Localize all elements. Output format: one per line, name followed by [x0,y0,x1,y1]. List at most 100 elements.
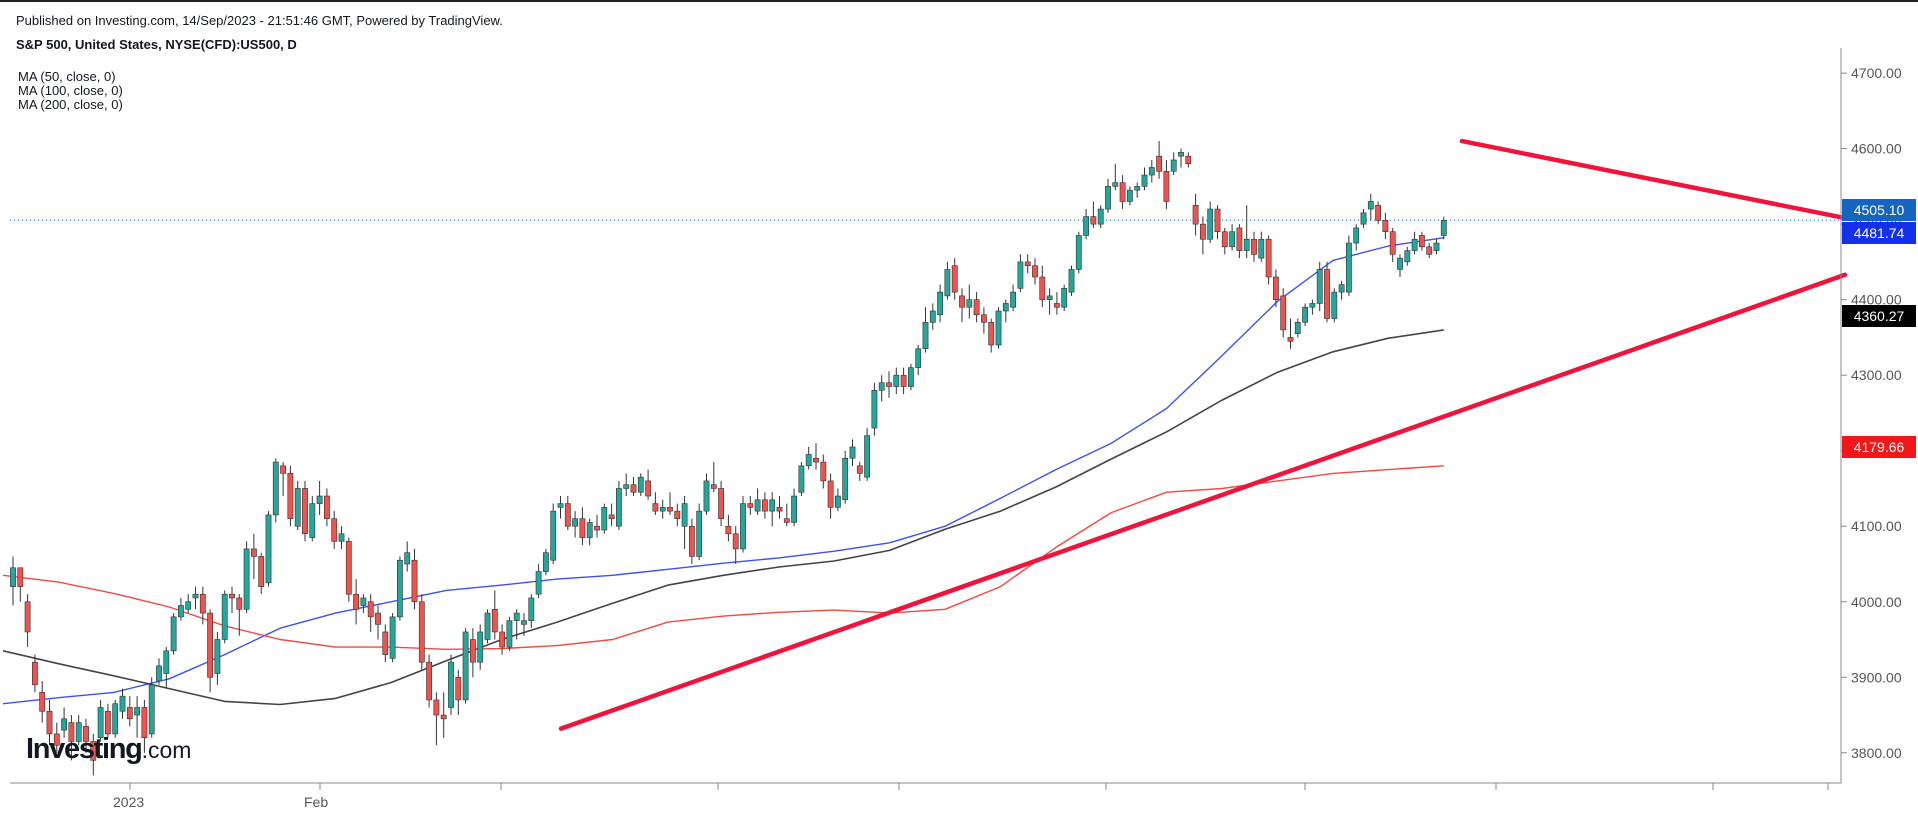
candle [126,696,133,727]
candle [229,586,235,614]
candle-body [1419,235,1425,248]
candle [411,548,418,610]
candle-body [1097,208,1104,225]
candle [287,465,294,527]
candle [688,518,695,564]
candle-body [1134,186,1141,191]
candle-body [1324,269,1330,319]
candle-body [448,661,454,708]
candle-body [112,703,119,735]
candle-body [338,533,345,542]
legend-ma50[interactable]: MA (50, close, 0) [18,69,116,84]
candle-body [973,299,980,316]
candle [1258,231,1265,262]
candle-body [345,541,352,595]
candle-body [1024,261,1031,266]
candle [915,344,922,376]
candle-body [316,495,323,504]
candle [163,647,170,689]
candle-body [513,612,520,621]
candle [564,496,571,531]
candle [1375,201,1381,225]
candle-body [221,593,228,640]
candle-body [769,499,776,512]
candle-body [535,571,542,595]
candle [1389,227,1396,262]
candle-body [484,612,491,640]
candle [659,499,666,519]
candle-body [1046,295,1053,300]
candle [761,492,768,519]
candle [1229,224,1235,251]
legend-ma100[interactable]: MA (100, close, 0) [18,83,123,98]
candle-body [718,488,724,519]
candle-body [433,699,440,716]
candle-body [440,714,447,720]
candle [535,563,542,598]
candle [105,703,111,738]
candle-body [1236,227,1243,251]
candle [513,609,520,640]
candle [484,609,491,644]
candle [1287,318,1294,349]
candle-body [813,457,819,463]
candle-body [302,488,308,535]
candle [1119,175,1126,210]
candle-body [754,499,761,512]
candle [1316,261,1323,311]
candle [805,446,812,470]
candle-body [1200,223,1206,240]
candle-body [907,367,914,387]
candle-body [455,676,462,701]
candle-body [462,631,469,701]
candle-body [783,518,790,523]
candle-body [674,510,681,519]
candle [1309,299,1316,315]
candle-body [579,518,586,538]
candle [703,473,710,515]
candle [112,699,119,738]
candle [710,462,717,493]
candle-body [1010,291,1016,308]
candle-body [39,692,46,712]
candle-body [564,503,571,527]
candle [572,511,578,538]
candle-body [1426,246,1433,255]
candle [1141,167,1148,191]
candle [586,518,593,546]
candle [90,733,97,776]
candle [53,722,60,753]
logo-brand: Investing [26,733,143,765]
candle-body [740,503,746,550]
candle-body [929,310,936,323]
candle-body [353,593,359,610]
indicator-legend: MA (50, close, 0) MA (100, close, 0) MA … [18,70,123,112]
candle [754,488,761,515]
candle-body [696,510,703,557]
candle-body [1440,220,1447,236]
candle-body [134,707,140,716]
candle [1243,205,1250,259]
candle [280,462,286,497]
candle-body [506,620,513,648]
candle-body [251,548,257,557]
candle [907,363,914,391]
candle [1236,224,1243,259]
candle [258,552,265,595]
candle-body [1243,238,1250,251]
candle-body [1265,238,1272,278]
candle-body [469,639,476,663]
candle-body [856,465,863,474]
candle-body [1316,269,1323,304]
trendlines [558,138,1848,731]
candle-body [17,567,24,587]
candle-body [988,322,995,346]
legend-ma200[interactable]: MA (200, close, 0) [18,97,123,112]
candle-body [732,533,739,550]
candle-body [725,525,732,535]
price-tick-label: 4100.00 [1851,518,1902,534]
candle-body [1032,265,1038,278]
candle [878,375,885,402]
candle-body [1338,284,1345,293]
